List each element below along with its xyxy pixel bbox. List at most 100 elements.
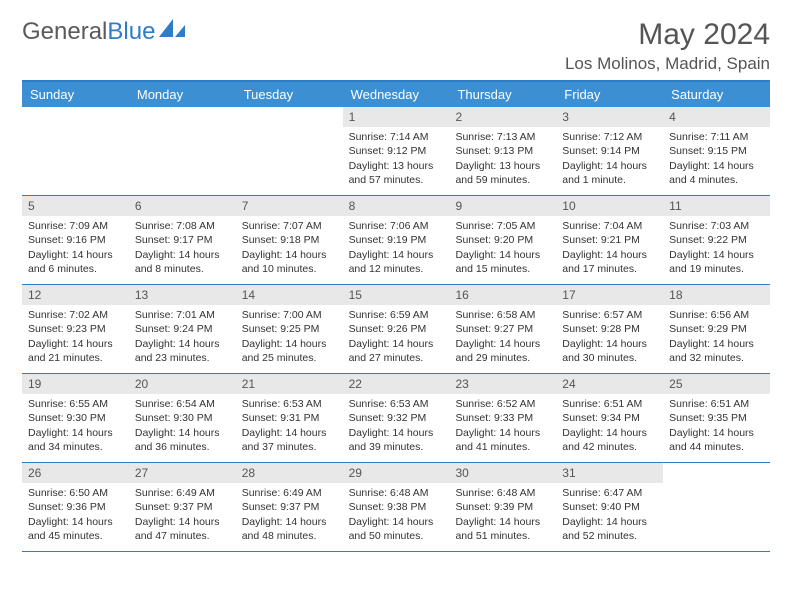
day-body: Sunrise: 7:07 AMSunset: 9:18 PMDaylight:… <box>236 216 343 280</box>
sunrise-text: Sunrise: 6:52 AM <box>455 397 550 411</box>
day-body: Sunrise: 6:48 AMSunset: 9:39 PMDaylight:… <box>449 483 556 547</box>
day-cell: 25Sunrise: 6:51 AMSunset: 9:35 PMDayligh… <box>663 374 770 462</box>
sunset-text: Sunset: 9:27 PM <box>455 322 550 336</box>
day-cell: 27Sunrise: 6:49 AMSunset: 9:37 PMDayligh… <box>129 463 236 551</box>
sunset-text: Sunset: 9:28 PM <box>562 322 657 336</box>
day-cell: 10Sunrise: 7:04 AMSunset: 9:21 PMDayligh… <box>556 196 663 284</box>
day-number: 25 <box>663 374 770 394</box>
sunset-text: Sunset: 9:22 PM <box>669 233 764 247</box>
day-cell: 23Sunrise: 6:52 AMSunset: 9:33 PMDayligh… <box>449 374 556 462</box>
day-cell: 13Sunrise: 7:01 AMSunset: 9:24 PMDayligh… <box>129 285 236 373</box>
day-cell: 12Sunrise: 7:02 AMSunset: 9:23 PMDayligh… <box>22 285 129 373</box>
sunrise-text: Sunrise: 7:02 AM <box>28 308 123 322</box>
day-cell: 28Sunrise: 6:49 AMSunset: 9:37 PMDayligh… <box>236 463 343 551</box>
day-body: Sunrise: 6:57 AMSunset: 9:28 PMDaylight:… <box>556 305 663 369</box>
day-number: 3 <box>556 107 663 127</box>
sunset-text: Sunset: 9:26 PM <box>349 322 444 336</box>
day-cell: 20Sunrise: 6:54 AMSunset: 9:30 PMDayligh… <box>129 374 236 462</box>
day-body: Sunrise: 7:01 AMSunset: 9:24 PMDaylight:… <box>129 305 236 369</box>
sunset-text: Sunset: 9:36 PM <box>28 500 123 514</box>
day-cell: 15Sunrise: 6:59 AMSunset: 9:26 PMDayligh… <box>343 285 450 373</box>
daylight-text: Daylight: 14 hours and 4 minutes. <box>669 159 764 187</box>
sunset-text: Sunset: 9:16 PM <box>28 233 123 247</box>
sunset-text: Sunset: 9:14 PM <box>562 144 657 158</box>
sunrise-text: Sunrise: 6:48 AM <box>455 486 550 500</box>
sunset-text: Sunset: 9:24 PM <box>135 322 230 336</box>
day-cell: 14Sunrise: 7:00 AMSunset: 9:25 PMDayligh… <box>236 285 343 373</box>
daylight-text: Daylight: 14 hours and 29 minutes. <box>455 337 550 365</box>
day-cell: 30Sunrise: 6:48 AMSunset: 9:39 PMDayligh… <box>449 463 556 551</box>
daylight-text: Daylight: 14 hours and 37 minutes. <box>242 426 337 454</box>
day-number: 9 <box>449 196 556 216</box>
day-body: Sunrise: 6:55 AMSunset: 9:30 PMDaylight:… <box>22 394 129 458</box>
day-body: Sunrise: 6:50 AMSunset: 9:36 PMDaylight:… <box>22 483 129 547</box>
week-row: 19Sunrise: 6:55 AMSunset: 9:30 PMDayligh… <box>22 374 770 463</box>
sunset-text: Sunset: 9:30 PM <box>135 411 230 425</box>
day-number: 31 <box>556 463 663 483</box>
day-number: 20 <box>129 374 236 394</box>
daylight-text: Daylight: 14 hours and 41 minutes. <box>455 426 550 454</box>
day-body: Sunrise: 6:54 AMSunset: 9:30 PMDaylight:… <box>129 394 236 458</box>
day-cell: 29Sunrise: 6:48 AMSunset: 9:38 PMDayligh… <box>343 463 450 551</box>
daylight-text: Daylight: 14 hours and 27 minutes. <box>349 337 444 365</box>
sunrise-text: Sunrise: 7:06 AM <box>349 219 444 233</box>
day-cell: 3Sunrise: 7:12 AMSunset: 9:14 PMDaylight… <box>556 107 663 195</box>
sunset-text: Sunset: 9:37 PM <box>135 500 230 514</box>
day-cell: 22Sunrise: 6:53 AMSunset: 9:32 PMDayligh… <box>343 374 450 462</box>
sunset-text: Sunset: 9:31 PM <box>242 411 337 425</box>
day-number: 22 <box>343 374 450 394</box>
sunset-text: Sunset: 9:39 PM <box>455 500 550 514</box>
sunset-text: Sunset: 9:38 PM <box>349 500 444 514</box>
day-body: Sunrise: 6:53 AMSunset: 9:32 PMDaylight:… <box>343 394 450 458</box>
daylight-text: Daylight: 14 hours and 6 minutes. <box>28 248 123 276</box>
day-number: 27 <box>129 463 236 483</box>
week-row: 26Sunrise: 6:50 AMSunset: 9:36 PMDayligh… <box>22 463 770 552</box>
daylight-text: Daylight: 14 hours and 10 minutes. <box>242 248 337 276</box>
weekday-header: Monday <box>129 82 236 107</box>
daylight-text: Daylight: 14 hours and 15 minutes. <box>455 248 550 276</box>
day-body: Sunrise: 7:08 AMSunset: 9:17 PMDaylight:… <box>129 216 236 280</box>
week-row: 5Sunrise: 7:09 AMSunset: 9:16 PMDaylight… <box>22 196 770 285</box>
weekday-header: Saturday <box>663 82 770 107</box>
day-cell <box>22 107 129 195</box>
sunset-text: Sunset: 9:17 PM <box>135 233 230 247</box>
day-body: Sunrise: 7:04 AMSunset: 9:21 PMDaylight:… <box>556 216 663 280</box>
day-cell: 24Sunrise: 6:51 AMSunset: 9:34 PMDayligh… <box>556 374 663 462</box>
day-body: Sunrise: 6:51 AMSunset: 9:34 PMDaylight:… <box>556 394 663 458</box>
daylight-text: Daylight: 14 hours and 42 minutes. <box>562 426 657 454</box>
day-number: 14 <box>236 285 343 305</box>
daylight-text: Daylight: 14 hours and 34 minutes. <box>28 426 123 454</box>
sunset-text: Sunset: 9:18 PM <box>242 233 337 247</box>
daylight-text: Daylight: 14 hours and 44 minutes. <box>669 426 764 454</box>
sunset-text: Sunset: 9:37 PM <box>242 500 337 514</box>
day-body: Sunrise: 7:06 AMSunset: 9:19 PMDaylight:… <box>343 216 450 280</box>
sunrise-text: Sunrise: 7:13 AM <box>455 130 550 144</box>
day-number: 29 <box>343 463 450 483</box>
day-body: Sunrise: 7:05 AMSunset: 9:20 PMDaylight:… <box>449 216 556 280</box>
day-body: Sunrise: 7:00 AMSunset: 9:25 PMDaylight:… <box>236 305 343 369</box>
day-body: Sunrise: 7:11 AMSunset: 9:15 PMDaylight:… <box>663 127 770 191</box>
day-number: 17 <box>556 285 663 305</box>
day-cell: 16Sunrise: 6:58 AMSunset: 9:27 PMDayligh… <box>449 285 556 373</box>
day-body: Sunrise: 7:02 AMSunset: 9:23 PMDaylight:… <box>22 305 129 369</box>
sunrise-text: Sunrise: 6:51 AM <box>562 397 657 411</box>
weekday-header: Sunday <box>22 82 129 107</box>
daylight-text: Daylight: 14 hours and 47 minutes. <box>135 515 230 543</box>
daylight-text: Daylight: 14 hours and 25 minutes. <box>242 337 337 365</box>
day-number: 24 <box>556 374 663 394</box>
sunset-text: Sunset: 9:32 PM <box>349 411 444 425</box>
sunrise-text: Sunrise: 6:59 AM <box>349 308 444 322</box>
sunrise-text: Sunrise: 7:05 AM <box>455 219 550 233</box>
sunset-text: Sunset: 9:15 PM <box>669 144 764 158</box>
logo: GeneralBlue <box>22 18 185 46</box>
daylight-text: Daylight: 14 hours and 36 minutes. <box>135 426 230 454</box>
sunrise-text: Sunrise: 6:53 AM <box>242 397 337 411</box>
sunrise-text: Sunrise: 6:56 AM <box>669 308 764 322</box>
daylight-text: Daylight: 14 hours and 48 minutes. <box>242 515 337 543</box>
day-body: Sunrise: 6:52 AMSunset: 9:33 PMDaylight:… <box>449 394 556 458</box>
week-row: 12Sunrise: 7:02 AMSunset: 9:23 PMDayligh… <box>22 285 770 374</box>
day-cell: 2Sunrise: 7:13 AMSunset: 9:13 PMDaylight… <box>449 107 556 195</box>
day-number: 21 <box>236 374 343 394</box>
day-body: Sunrise: 6:51 AMSunset: 9:35 PMDaylight:… <box>663 394 770 458</box>
day-cell: 1Sunrise: 7:14 AMSunset: 9:12 PMDaylight… <box>343 107 450 195</box>
